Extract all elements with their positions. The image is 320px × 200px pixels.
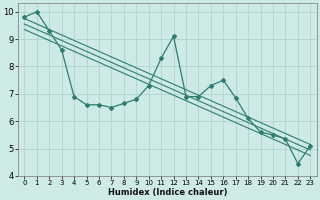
X-axis label: Humidex (Indice chaleur): Humidex (Indice chaleur) xyxy=(108,188,227,197)
